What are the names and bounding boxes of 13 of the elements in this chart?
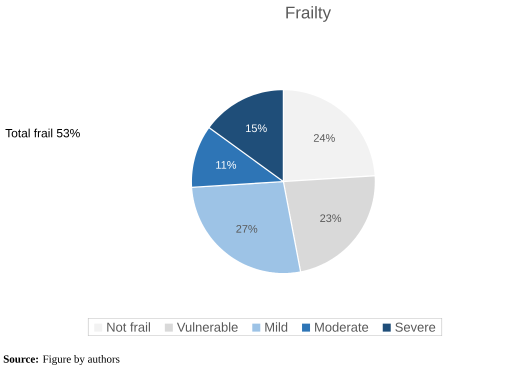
- chart-title: Frailty: [286, 6, 332, 22]
- data-label: 15%: [246, 124, 267, 132]
- data-label: 11%: [216, 161, 236, 169]
- legend-label: Mild: [265, 322, 288, 332]
- data-label: 24%: [314, 134, 335, 142]
- legend-label: Not frail: [107, 322, 150, 332]
- data-label: 27%: [236, 224, 258, 233]
- legend-label: Severe: [395, 322, 436, 332]
- text: Total frail 53%: [5, 128, 80, 138]
- text: Source: Figure by authors: [4, 355, 120, 365]
- legend-label: Moderate: [315, 322, 368, 332]
- data-label: 23%: [320, 214, 342, 222]
- legend-label: Vulnerable: [176, 322, 238, 332]
